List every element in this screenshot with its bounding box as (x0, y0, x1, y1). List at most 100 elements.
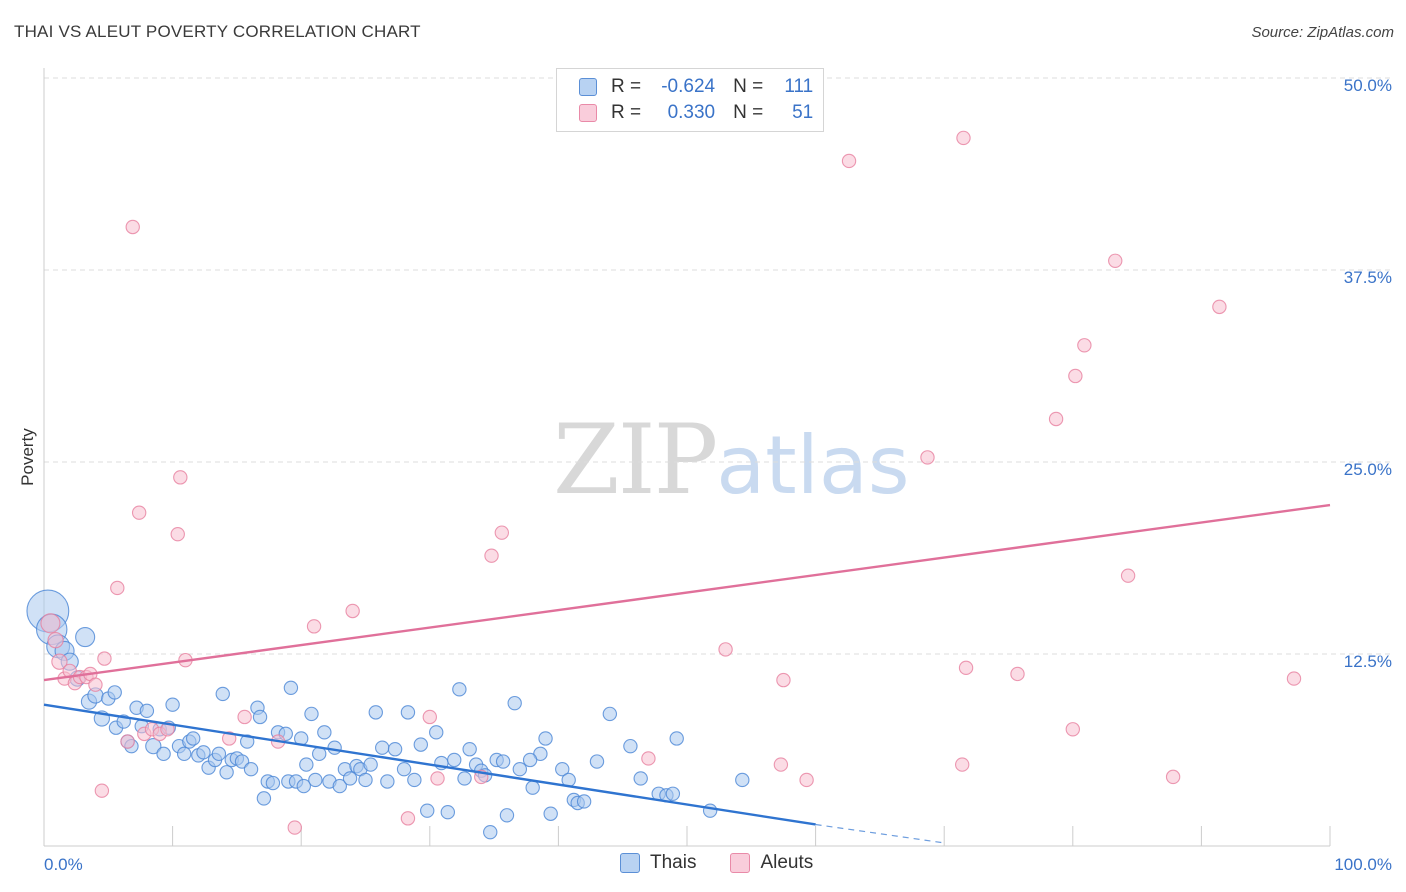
r-value: -0.624 (661, 76, 716, 97)
thais-point (499, 808, 515, 823)
thais-point (429, 725, 444, 740)
thais-point (107, 685, 122, 700)
n-value: 51 (792, 102, 814, 123)
aleuts-point (1048, 411, 1064, 427)
aleuts-point (718, 642, 733, 657)
thais-point (243, 761, 259, 777)
thais-point (239, 734, 255, 749)
thais-point (145, 738, 162, 755)
aleuts-trend-line (43, 503, 1331, 682)
aleuts-point (773, 757, 789, 772)
aleuts-point (47, 632, 64, 649)
legend-item-aleuts[interactable]: Aleuts (730, 852, 813, 874)
y-axis-label: Poverty (18, 428, 37, 486)
aleuts-point (1010, 666, 1025, 682)
thais-point (380, 774, 395, 789)
thais-trend-extension (815, 823, 945, 844)
thais-point (156, 746, 171, 762)
thais-point (283, 680, 299, 695)
aleuts-point (841, 153, 857, 169)
thais-point (375, 740, 390, 755)
aleuts-point (955, 757, 970, 772)
legend-row-aleuts: R = 0.330 N = 51 (579, 101, 813, 125)
n-label: N = (733, 102, 764, 123)
thais-point (185, 731, 201, 746)
thais-point (165, 697, 180, 712)
aleuts-point (88, 677, 103, 692)
thais-point (507, 695, 522, 711)
aleuts-point (173, 470, 188, 485)
thais-point (252, 709, 268, 725)
thais-point (304, 706, 319, 722)
thais-point (139, 703, 155, 719)
aleuts-point (120, 734, 135, 749)
aleuts-point (400, 811, 416, 826)
thais-point (669, 731, 684, 746)
thais-point (735, 772, 750, 788)
thais-point (457, 771, 472, 786)
thais-point (483, 824, 498, 840)
thais-point (462, 742, 477, 757)
thais-point (665, 786, 681, 801)
aleuts-point (131, 505, 147, 520)
aleuts-point (956, 130, 971, 146)
chart-title: THAI VS ALEUT POVERTY CORRELATION CHART (14, 22, 421, 41)
aleuts-point (306, 619, 322, 634)
aleuts-point (1108, 253, 1123, 268)
watermark-zip: ZIP (553, 404, 718, 516)
series-legend: Thais Aleuts (620, 852, 847, 874)
aleuts-point (110, 580, 125, 596)
thais-point (358, 772, 373, 788)
aleuts-point (641, 751, 656, 766)
thais-point (75, 627, 96, 648)
aleuts-point (1077, 338, 1092, 353)
thais-point (400, 705, 416, 720)
aleuts-point (345, 603, 360, 619)
thais-point (495, 754, 511, 769)
watermark-atlas: atlas (716, 419, 910, 512)
thais-point (396, 761, 412, 777)
aleuts-swatch (730, 853, 751, 873)
watermark: ZIPatlas (553, 404, 910, 516)
thais-point (512, 761, 528, 777)
y-tick-label: 50.0% (1344, 76, 1392, 95)
thais-point (543, 806, 558, 821)
thais-point (317, 725, 332, 740)
thais-point (702, 803, 718, 818)
aleuts-point (40, 613, 61, 634)
y-tick-label: 37.5% (1344, 268, 1392, 287)
thais-swatch (620, 853, 640, 873)
legend-item-thais[interactable]: Thais (620, 852, 696, 874)
aleuts-point (170, 526, 185, 542)
aleuts-point (484, 548, 499, 563)
aleuts-point (94, 783, 110, 798)
aleuts-point (1065, 722, 1081, 737)
thais-point (265, 775, 281, 791)
source-label: Source: ZipAtlas.com (1251, 24, 1394, 41)
thais-point (525, 780, 540, 795)
aleuts-point (494, 525, 510, 540)
y-tick-label: 25.0% (1344, 460, 1392, 479)
thais-point (342, 771, 358, 786)
legend-label-aleuts: Aleuts (760, 852, 814, 873)
aleuts-point (51, 653, 68, 670)
aleuts-point (920, 450, 935, 465)
r-value: 0.330 (667, 102, 716, 123)
aleuts-point (287, 820, 302, 835)
legend-row-thais: R = -0.624 N = 111 (579, 75, 813, 99)
aleuts-point (125, 219, 140, 235)
thais-point (219, 765, 234, 780)
aleuts-point (1068, 368, 1083, 384)
aleuts-point (160, 722, 175, 737)
y-tick-label: 12.5% (1344, 652, 1392, 671)
legend-label-thais: Thais (650, 852, 697, 873)
thais-point (368, 705, 383, 720)
thais-point (299, 757, 314, 772)
aleuts-point (1120, 568, 1136, 583)
thais-point (447, 752, 462, 768)
aleuts-point (430, 771, 445, 786)
x-tick-label: 0.0% (44, 855, 83, 874)
thais-point (327, 740, 342, 755)
thais-point (452, 682, 467, 697)
thais-point (296, 778, 311, 794)
